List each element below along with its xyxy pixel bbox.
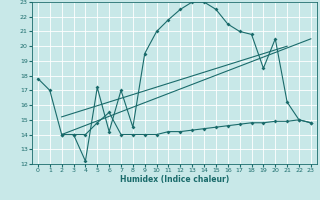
X-axis label: Humidex (Indice chaleur): Humidex (Indice chaleur) <box>120 175 229 184</box>
